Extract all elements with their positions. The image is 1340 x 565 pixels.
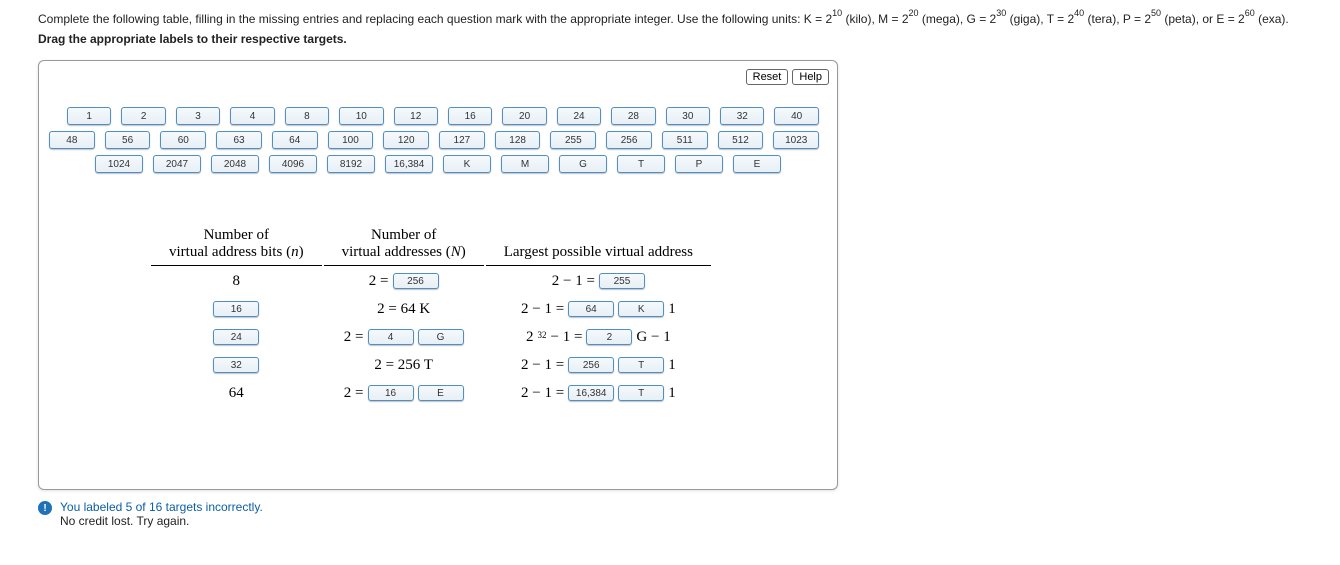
tile-bank: 12348101216202428303240 4856606364100120… [49, 107, 829, 173]
draggable-tile[interactable]: 8192 [327, 155, 375, 173]
drop-target[interactable]: T [618, 385, 664, 401]
draggable-tile[interactable]: 56 [105, 131, 151, 149]
cell-largest: 2 − 1 =16,384T 1 [486, 380, 711, 406]
draggable-tile[interactable]: 8 [285, 107, 329, 125]
instructions: Complete the following table, filling in… [38, 10, 1302, 52]
draggable-tile[interactable]: 30 [666, 107, 710, 125]
draggable-tile[interactable]: 40 [774, 107, 818, 125]
draggable-tile[interactable]: 100 [328, 131, 374, 149]
draggable-tile[interactable]: 10 [339, 107, 383, 125]
draggable-tile[interactable]: 120 [383, 131, 429, 149]
draggable-tile[interactable]: 20 [502, 107, 546, 125]
cell-largest: 232 − 1 =2G − 1 [486, 324, 711, 350]
feedback-line2: No credit lost. Try again. [60, 514, 263, 528]
draggable-tile[interactable]: 511 [662, 131, 708, 149]
draggable-tile[interactable]: 1 [67, 107, 111, 125]
draggable-tile[interactable]: 1023 [773, 131, 819, 149]
table-row: 32 2 = 256 T 2 − 1 =256T 1 [151, 352, 711, 378]
draggable-tile[interactable]: 2047 [153, 155, 201, 173]
table-row: 16 2 = 64 K 2 − 1 =64K 1 [151, 296, 711, 322]
info-icon: ! [38, 501, 52, 515]
cell-N: 2 =16E [324, 380, 484, 406]
draggable-tile[interactable]: P [675, 155, 723, 173]
answer-table: Number of virtual address bits (n) Numbe… [149, 225, 713, 408]
drop-target[interactable]: K [618, 301, 664, 317]
drop-target[interactable]: 2 [586, 329, 632, 345]
draggable-tile[interactable]: 128 [495, 131, 541, 149]
drop-target[interactable]: 4 [368, 329, 414, 345]
cell-n: 24 [151, 324, 322, 350]
drop-target[interactable]: 256 [568, 357, 614, 373]
draggable-tile[interactable]: 24 [557, 107, 601, 125]
draggable-tile[interactable]: T [617, 155, 665, 173]
draggable-tile[interactable]: 255 [550, 131, 596, 149]
cell-N: 2 =256 [324, 268, 484, 294]
draggable-tile[interactable]: E [733, 155, 781, 173]
table-row: 24 2 =4G 232 − 1 =2G − 1 [151, 324, 711, 350]
draggable-tile[interactable]: 32 [720, 107, 764, 125]
feedback-line1: You labeled 5 of 16 targets incorrectly. [60, 500, 263, 514]
drop-target[interactable]: 16 [368, 385, 414, 401]
draggable-tile[interactable]: 4 [230, 107, 274, 125]
draggable-tile[interactable]: 256 [606, 131, 652, 149]
help-button[interactable]: Help [792, 69, 829, 85]
drag-drop-panel: Reset Help 12348101216202428303240 48566… [38, 60, 838, 490]
draggable-tile[interactable]: K [443, 155, 491, 173]
header-largest: Largest possible virtual address [486, 227, 711, 266]
cell-n: 32 [151, 352, 322, 378]
drop-target[interactable]: 24 [213, 329, 259, 345]
draggable-tile[interactable]: G [559, 155, 607, 173]
drop-target[interactable]: T [618, 357, 664, 373]
cell-largest: 2 − 1 =255 [486, 268, 711, 294]
drop-target[interactable]: 16 [213, 301, 259, 317]
table-row: 64 2 =16E 2 − 1 =16,384T 1 [151, 380, 711, 406]
draggable-tile[interactable]: M [501, 155, 549, 173]
header-addresses: Number of virtual addresses (N) [324, 227, 484, 266]
drop-target[interactable]: G [418, 329, 464, 345]
draggable-tile[interactable]: 1024 [95, 155, 143, 173]
instructions-line2: Drag the appropriate labels to their res… [38, 32, 1302, 46]
cell-n: 8 [151, 268, 322, 294]
draggable-tile[interactable]: 48 [49, 131, 95, 149]
draggable-tile[interactable]: 127 [439, 131, 485, 149]
drop-target[interactable]: 16,384 [568, 385, 614, 401]
drop-target[interactable]: 256 [393, 273, 439, 289]
draggable-tile[interactable]: 28 [611, 107, 655, 125]
cell-N: 2 = 256 T [324, 352, 484, 378]
feedback: ! You labeled 5 of 16 targets incorrectl… [38, 500, 1302, 528]
instructions-line1: Complete the following table, filling in… [38, 12, 1289, 26]
drop-target[interactable]: 255 [599, 273, 645, 289]
drop-target[interactable]: 32 [213, 357, 259, 373]
header-bits: Number of virtual address bits (n) [151, 227, 322, 266]
draggable-tile[interactable]: 16 [448, 107, 492, 125]
draggable-tile[interactable]: 12 [394, 107, 438, 125]
draggable-tile[interactable]: 16,384 [385, 155, 433, 173]
cell-N: 2 =4G [324, 324, 484, 350]
cell-n: 64 [151, 380, 322, 406]
draggable-tile[interactable]: 2048 [211, 155, 259, 173]
cell-n: 16 [151, 296, 322, 322]
drop-target[interactable]: 64 [568, 301, 614, 317]
reset-button[interactable]: Reset [746, 69, 789, 85]
draggable-tile[interactable]: 2 [121, 107, 165, 125]
draggable-tile[interactable]: 512 [718, 131, 764, 149]
draggable-tile[interactable]: 63 [216, 131, 262, 149]
draggable-tile[interactable]: 4096 [269, 155, 317, 173]
drop-target[interactable]: E [418, 385, 464, 401]
cell-N: 2 = 64 K [324, 296, 484, 322]
cell-largest: 2 − 1 =256T 1 [486, 352, 711, 378]
draggable-tile[interactable]: 60 [160, 131, 206, 149]
draggable-tile[interactable]: 3 [176, 107, 220, 125]
draggable-tile[interactable]: 64 [272, 131, 318, 149]
cell-largest: 2 − 1 =64K 1 [486, 296, 711, 322]
table-row: 8 2 =256 2 − 1 =255 [151, 268, 711, 294]
